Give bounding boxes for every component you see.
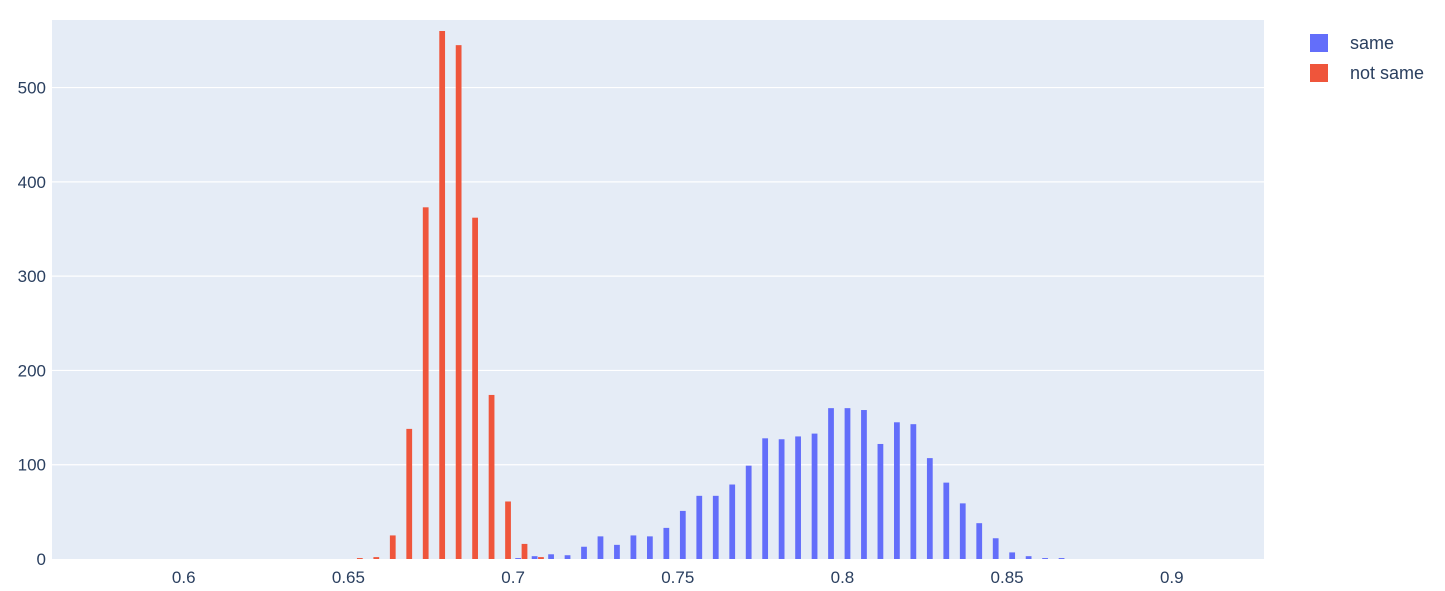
x-tick-label: 0.75	[661, 568, 694, 587]
bar-same[interactable]	[729, 484, 736, 559]
bars	[356, 31, 1065, 560]
plot-background	[52, 20, 1264, 559]
bar-not-same[interactable]	[389, 535, 396, 559]
bar-same[interactable]	[959, 503, 966, 559]
bar-same[interactable]	[926, 458, 933, 559]
x-tick-label: 0.9	[1160, 568, 1184, 587]
bar-same[interactable]	[548, 554, 554, 559]
bar-same[interactable]	[1009, 552, 1016, 559]
bar-same[interactable]	[795, 436, 801, 559]
y-tick-label: 400	[18, 173, 46, 192]
bar-same[interactable]	[894, 422, 900, 559]
bar-same[interactable]	[828, 408, 834, 559]
x-tick-label: 0.6	[172, 568, 196, 587]
bar-same[interactable]	[910, 424, 917, 559]
y-tick-label: 200	[18, 361, 46, 380]
bar-not-same[interactable]	[472, 217, 478, 559]
bar-same[interactable]	[630, 535, 637, 559]
y-axis-ticks: 0 100 200 300 400 500	[18, 79, 46, 569]
bar-same[interactable]	[1058, 558, 1065, 559]
bar-same[interactable]	[992, 538, 999, 559]
y-tick-label: 0	[37, 550, 46, 569]
y-tick-label: 300	[18, 267, 46, 286]
bar-not-same[interactable]	[422, 207, 429, 560]
y-gridlines	[52, 86, 1264, 466]
x-axis-ticks: 0.6 0.65 0.7 0.75 0.8 0.85 0.9	[172, 568, 1184, 587]
bar-not-same[interactable]	[488, 394, 495, 559]
bar-same[interactable]	[696, 495, 703, 559]
legend-swatch[interactable]	[1310, 34, 1328, 52]
bar-same[interactable]	[1025, 556, 1032, 559]
bar-not-same[interactable]	[521, 543, 528, 559]
bar-same[interactable]	[943, 482, 950, 559]
bar-same[interactable]	[712, 495, 719, 559]
bar-same[interactable]	[531, 556, 538, 559]
legend-label[interactable]: not same	[1350, 63, 1424, 83]
bar-not-same[interactable]	[455, 45, 462, 559]
bar-not-same[interactable]	[439, 31, 446, 559]
x-tick-label: 0.8	[831, 568, 855, 587]
bar-same[interactable]	[597, 536, 604, 559]
bar-not-same[interactable]	[373, 557, 380, 559]
legend-label[interactable]: same	[1350, 33, 1394, 53]
bar-same[interactable]	[564, 555, 571, 559]
bar-same[interactable]	[614, 544, 620, 559]
bar-same[interactable]	[745, 465, 752, 559]
bar-same[interactable]	[515, 558, 522, 559]
x-tick-label: 0.65	[332, 568, 365, 587]
bar-same[interactable]	[844, 408, 851, 559]
bar-same[interactable]	[811, 433, 818, 559]
bar-not-same[interactable]	[505, 501, 511, 559]
legend-swatch[interactable]	[1310, 64, 1328, 82]
bar-same[interactable]	[861, 410, 867, 559]
y-tick-label: 100	[18, 456, 46, 475]
bar-same[interactable]	[976, 523, 983, 559]
bar-same[interactable]	[778, 439, 785, 559]
bar-same[interactable]	[762, 438, 769, 559]
x-tick-label: 0.7	[501, 568, 525, 587]
bar-not-same[interactable]	[538, 557, 544, 559]
bar-same[interactable]	[581, 546, 587, 559]
bar-not-same[interactable]	[356, 558, 363, 559]
legend[interactable]: same not same	[1310, 33, 1424, 83]
y-tick-label: 500	[18, 79, 46, 98]
bar-same[interactable]	[1042, 558, 1048, 559]
bar-not-same[interactable]	[406, 428, 413, 559]
bar-same[interactable]	[679, 510, 686, 559]
bar-same[interactable]	[646, 536, 653, 559]
bar-same[interactable]	[877, 443, 884, 559]
x-tick-label: 0.85	[991, 568, 1024, 587]
bar-same[interactable]	[663, 527, 670, 559]
